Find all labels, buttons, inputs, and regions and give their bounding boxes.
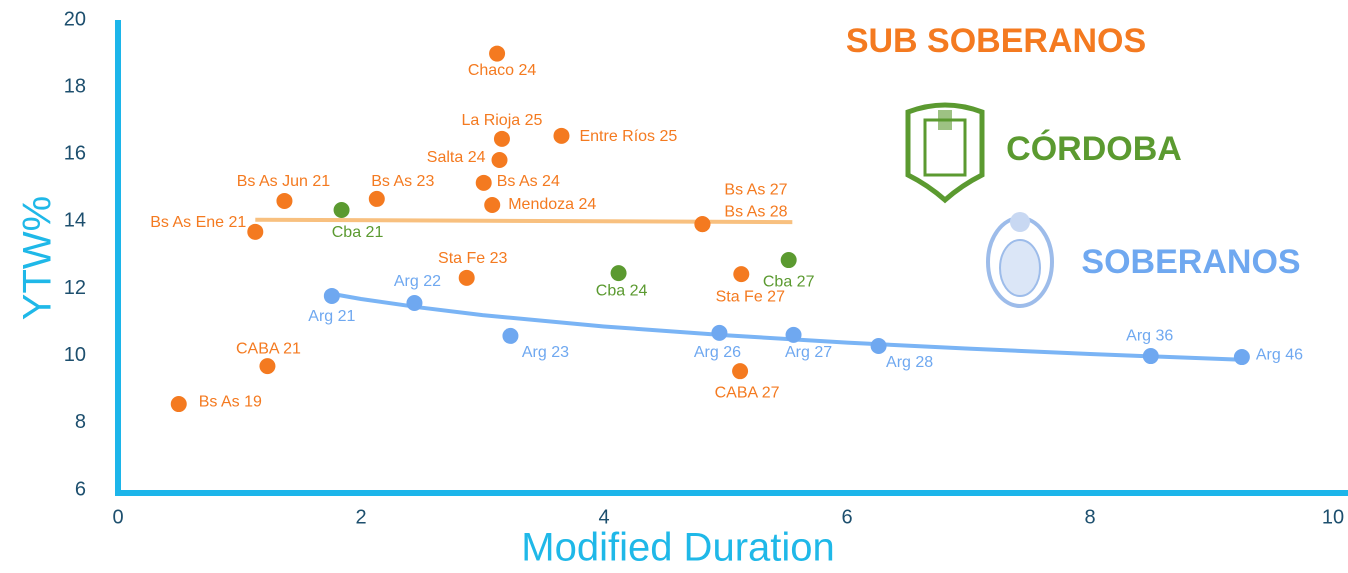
point: [493, 130, 510, 147]
point: [553, 127, 570, 144]
point: [1233, 349, 1250, 366]
y-tick-label: 6: [75, 478, 86, 500]
argentina-emblem: [986, 212, 1054, 308]
point-label: Bs As 24: [497, 173, 560, 190]
point-label: Bs As Jun 21: [237, 173, 330, 190]
point-label: Bs As 19: [199, 393, 262, 410]
point-label: CABA 27: [715, 384, 780, 401]
point: [259, 358, 276, 375]
y-tick-label: 8: [75, 411, 86, 433]
point-label: Salta 24: [427, 149, 486, 166]
x-tick-label: 4: [598, 506, 609, 528]
point-label: Bs As 23: [371, 173, 434, 190]
point: [733, 266, 750, 283]
point-label: Cba 21: [332, 224, 384, 241]
point: [502, 327, 519, 344]
point-label: Sta Fe 23: [438, 250, 507, 267]
point: [610, 265, 627, 282]
point: [711, 324, 728, 341]
y-tick-label: 14: [64, 210, 86, 232]
x-tick-label: 2: [355, 506, 366, 528]
y-tick-label: 20: [64, 8, 86, 30]
point-label: Mendoza 24: [508, 196, 596, 213]
point-label: Arg 28: [886, 354, 933, 371]
legend-sub-soberanos: SUB SOBERANOS: [846, 22, 1146, 60]
y-axis-title: YTW%: [16, 196, 60, 320]
point: [785, 326, 802, 343]
point-label: Entre Ríos 25: [579, 128, 677, 145]
legend-soberanos: SOBERANOS: [1081, 243, 1300, 281]
point-label: Arg 46: [1256, 346, 1303, 363]
point: [323, 287, 340, 304]
point: [475, 174, 492, 191]
point-label: Chaco 24: [468, 62, 537, 79]
point: [489, 45, 506, 62]
point-label: Arg 36: [1126, 327, 1173, 344]
point-label: Bs As 28: [724, 203, 787, 220]
y-tick-label: 18: [64, 75, 86, 97]
point-label: Bs As Ene 21: [150, 214, 246, 231]
point-label: Bs As 27: [724, 181, 787, 198]
point: [1142, 348, 1159, 365]
x-tick-label: 8: [1084, 506, 1095, 528]
point: [170, 396, 187, 413]
point-label: Cba 27: [763, 273, 815, 290]
point: [694, 216, 711, 233]
x-axis-title: Modified Duration: [521, 526, 835, 568]
x-tick-label: 10: [1322, 506, 1344, 528]
point-label: Arg 22: [394, 273, 441, 290]
point-label: La Rioja 25: [461, 112, 542, 129]
trend-line: [255, 217, 793, 225]
point: [276, 192, 293, 209]
point: [458, 269, 475, 286]
point: [491, 151, 508, 168]
point-label: Arg 23: [522, 344, 569, 361]
y-tick-label: 12: [64, 277, 86, 299]
point: [368, 190, 385, 207]
point-label: Arg 21: [308, 308, 355, 325]
point: [484, 196, 501, 213]
y-tick-label: 10: [64, 344, 86, 366]
point: [780, 252, 797, 269]
point: [247, 223, 264, 240]
x-tick-label: 6: [841, 506, 852, 528]
x-tick-label: 0: [112, 506, 123, 528]
point-label: Cba 24: [596, 282, 648, 299]
point: [732, 363, 749, 380]
point-label: Sta Fe 27: [716, 288, 785, 305]
point-label: CABA 21: [236, 340, 301, 357]
point: [406, 295, 423, 312]
point: [333, 202, 350, 219]
point-label: Arg 26: [694, 344, 741, 361]
point-label: Arg 27: [785, 344, 832, 361]
trend-line: [330, 291, 1242, 362]
legend-cordoba: CÓRDOBA: [1006, 130, 1182, 168]
y-tick-label: 16: [64, 143, 86, 165]
cordoba-emblem: [905, 102, 985, 204]
point: [870, 337, 887, 354]
